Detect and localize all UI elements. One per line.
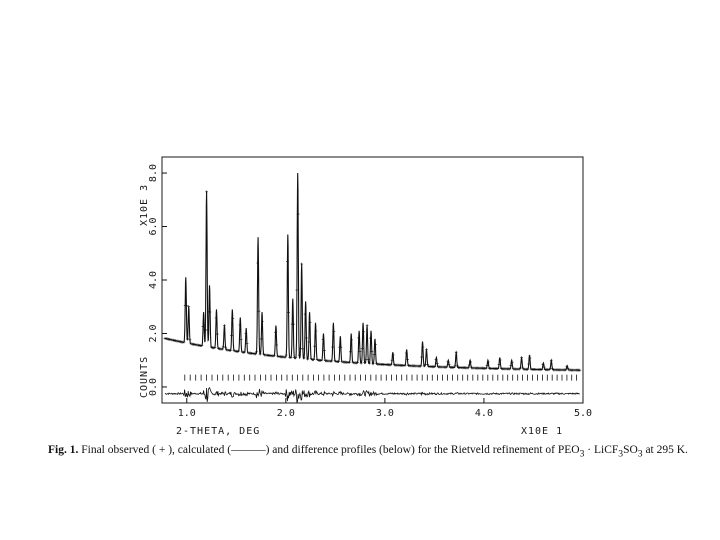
caption-text-1: Final observed ( + ), calculated ( — [81, 444, 232, 456]
x-tick-label: 3.0 — [376, 408, 394, 419]
y-axis-ticks: 0.0 2.0 4.0 6.0 8.0 — [148, 164, 167, 396]
caption-sub-1: 3 — [579, 448, 585, 460]
x-scale-note: X10E 1 — [521, 426, 563, 437]
x-tick-label: 5.0 — [574, 408, 592, 419]
x-axis-label: 2-THETA, DEG — [176, 426, 260, 437]
caption-sub-3: 3 — [637, 448, 643, 460]
x-tick-label: 1.0 — [178, 408, 196, 419]
caption-label: Fig. 1. — [48, 444, 79, 456]
caption-text-3: · LiCF — [584, 444, 619, 456]
observed-points-series — [163, 190, 582, 372]
y-scale-note: X10E 3 — [139, 184, 150, 226]
caption-dash: ——— — [231, 444, 266, 456]
x-axis-ticks: 1.0 2.0 3.0 4.0 5.0 — [178, 398, 592, 419]
caption-text-5: at 295 K. — [642, 444, 688, 456]
figure-caption: Fig. 1. Final observed ( + ), calculated… — [48, 444, 698, 459]
y-axis-label: COUNTS — [139, 356, 150, 398]
y-tick-label: 0.0 — [148, 378, 159, 396]
x-tick-label: 2.0 — [277, 408, 295, 419]
caption-text-2: ) and difference profiles (below) for th… — [265, 444, 580, 456]
plot-frame — [161, 156, 584, 404]
reflection-markers-series — [184, 374, 577, 381]
y-tick-label: 8.0 — [148, 164, 159, 182]
observed-profile-series — [165, 172, 580, 371]
y-tick-label: 4.0 — [148, 271, 159, 289]
caption-sub-2: 3 — [618, 448, 624, 460]
caption-text-4: SO — [623, 444, 638, 456]
y-tick-label: 2.0 — [148, 324, 159, 342]
y-tick-label: 6.0 — [148, 217, 159, 235]
x-tick-label: 4.0 — [475, 408, 493, 419]
difference-profile-series — [164, 386, 580, 404]
